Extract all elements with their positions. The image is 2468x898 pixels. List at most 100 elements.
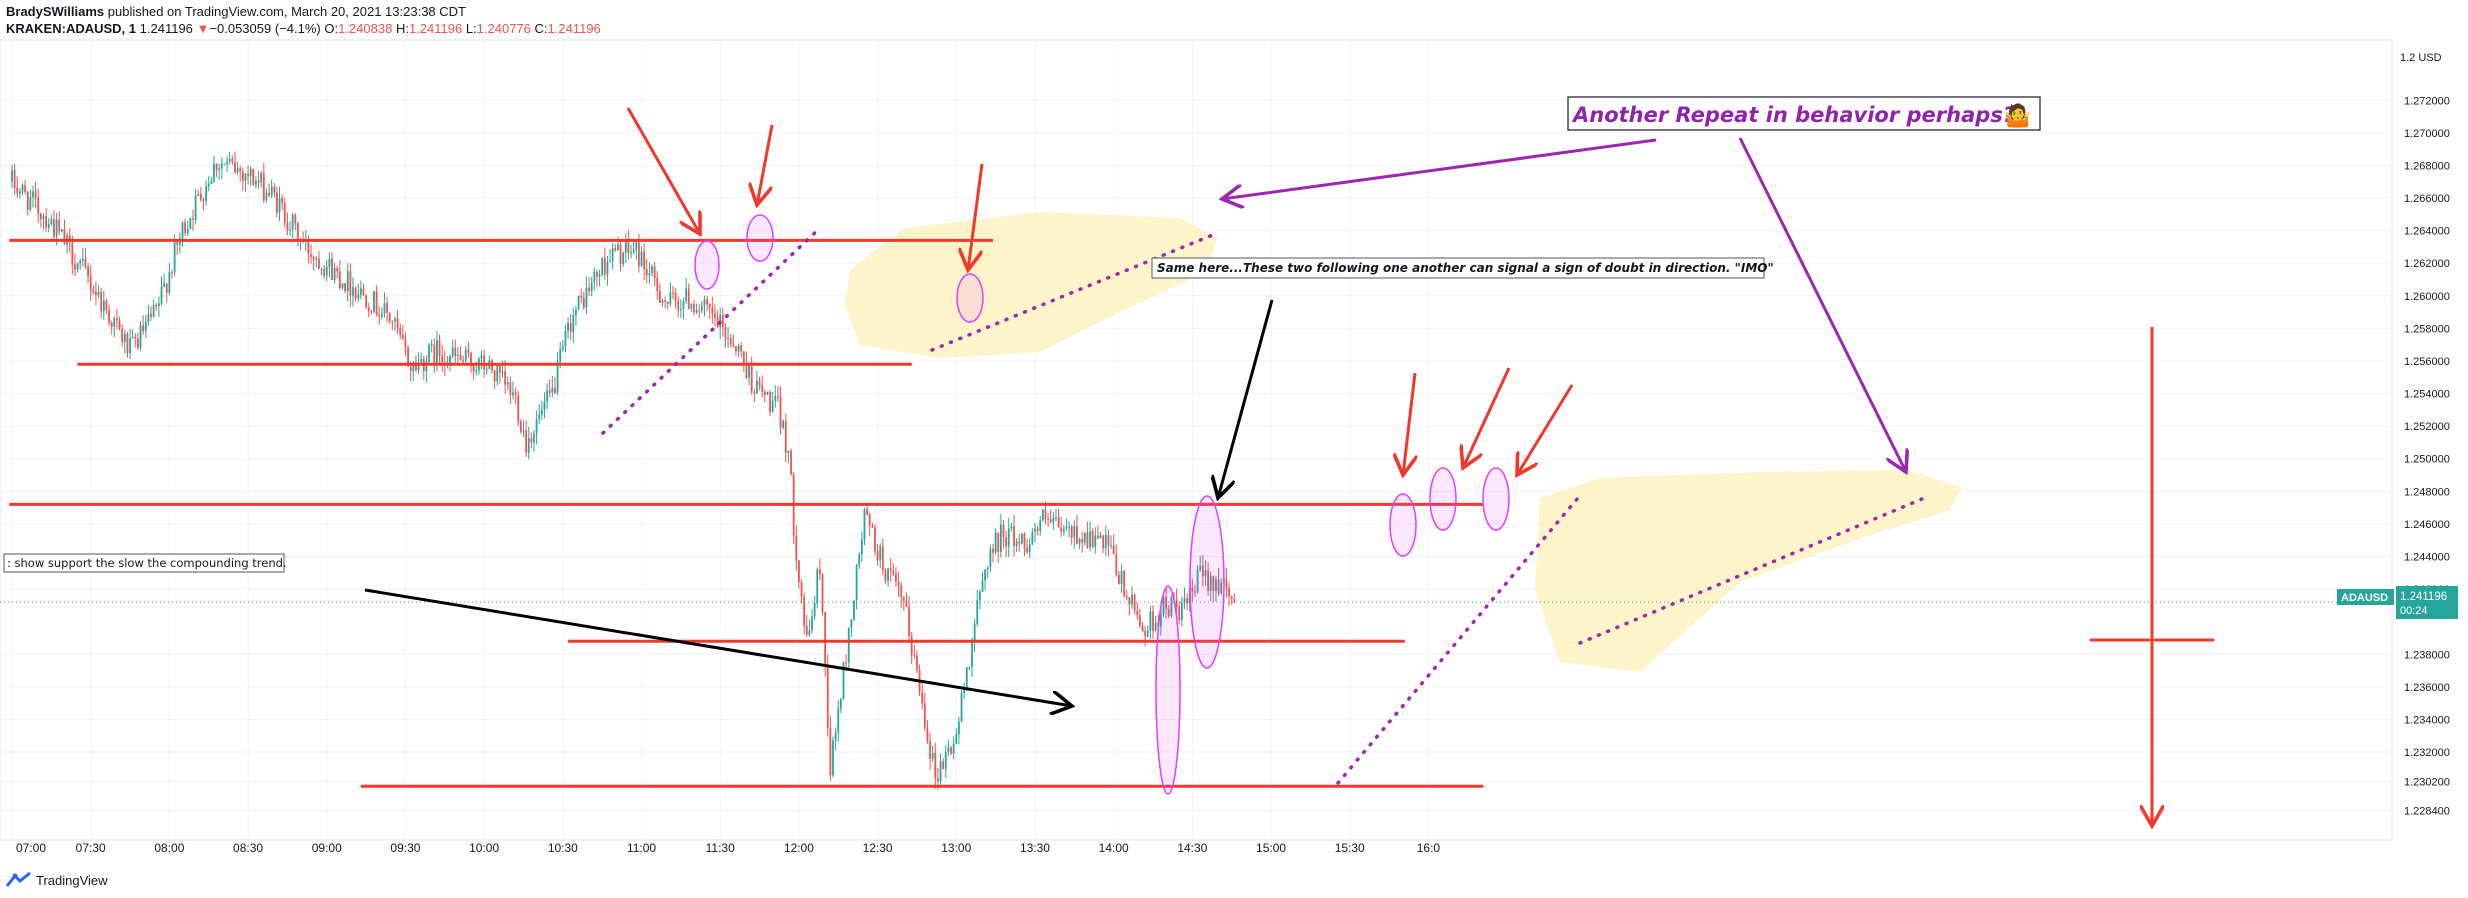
candle-body [569, 323, 572, 333]
candle-body [333, 267, 336, 281]
candle-body [472, 366, 475, 372]
candle-body [658, 290, 661, 303]
candle-body [640, 251, 643, 267]
candle-body [976, 600, 979, 625]
note-same-here[interactable]: Same here...These two following one anot… [1151, 257, 1774, 279]
candle-body [325, 266, 328, 276]
price-axis[interactable]: 1.2 USD 1.272000 1.270000 1.268000 1.266000 1… [2400, 52, 2450, 818]
candle-body [184, 222, 187, 234]
candle-body [564, 330, 567, 347]
candle-body [853, 600, 855, 620]
candle-body [470, 352, 472, 367]
price-tick-label: 1.260000 [2404, 291, 2450, 303]
candle-body [627, 239, 630, 254]
circle-marker [1389, 493, 1417, 557]
candle-body [1141, 625, 1144, 632]
low-value: 1.240776 [476, 21, 531, 36]
candle-body [643, 251, 646, 269]
candle-body [113, 318, 116, 327]
candle-body [559, 349, 562, 362]
candle-body [769, 391, 771, 412]
candle-body [761, 385, 764, 392]
candle-body [1209, 576, 1212, 591]
candle-body [383, 303, 386, 314]
candle-body [750, 364, 753, 392]
candle-body [724, 326, 727, 339]
candle-body [176, 242, 179, 245]
candle-body [958, 721, 960, 735]
candle-body [745, 362, 748, 378]
plot-border [0, 39, 2393, 841]
candle-body [585, 287, 588, 308]
candle-body [986, 567, 989, 570]
candle-body [1023, 533, 1026, 548]
candle-body [1057, 517, 1060, 528]
publisher-line: BradySWilliams published on TradingView.… [6, 4, 466, 19]
candle-body [1005, 537, 1008, 547]
candle-body [205, 186, 208, 202]
arrow-purple [1738, 137, 1906, 472]
candle-body [273, 186, 276, 193]
candle-body [459, 354, 462, 360]
candle-body [239, 168, 242, 172]
time-tick-label: 14:00 [1099, 841, 1129, 855]
candle-body [16, 187, 19, 194]
author-name[interactable]: BradySWilliams [6, 4, 105, 19]
candle-body [512, 392, 514, 396]
candle-body [1047, 518, 1049, 520]
candle-body [357, 294, 360, 299]
candle-body [399, 327, 402, 335]
circle-marker [1155, 585, 1181, 795]
candle-body [1073, 526, 1076, 538]
price-tick-label: 1.234000 [2404, 714, 2450, 726]
candle-body [837, 708, 840, 733]
candle-body [551, 387, 554, 393]
price-tick-label: 1.256000 [2404, 356, 2450, 368]
candle-body [391, 321, 394, 323]
candle-body [913, 654, 916, 656]
candle-body [679, 309, 682, 311]
candle-body [989, 548, 992, 568]
candle-body [137, 338, 139, 348]
arrow-red [1463, 367, 1511, 468]
candle-body [790, 450, 792, 475]
candle-body [231, 158, 234, 162]
candle-body [247, 173, 249, 177]
candle-body [693, 304, 695, 313]
candle-body [341, 283, 344, 288]
candle-body [1123, 570, 1126, 596]
candle-body [535, 419, 538, 434]
candle-body [485, 369, 488, 371]
candle-body [554, 387, 556, 393]
price-tick-label: 1.264000 [2404, 226, 2450, 238]
candle-body [108, 310, 110, 323]
time-tick-label: 07:30 [76, 841, 106, 855]
candle-body [1081, 538, 1084, 543]
candle-body [908, 606, 910, 637]
candle-body [1146, 630, 1149, 637]
arrow-red [1517, 384, 1574, 475]
candle-body [55, 219, 58, 237]
time-axis[interactable]: 07:00 07:30 08:00 08:30 09:00 09:30 10:00 10:30… [16, 841, 1440, 855]
candle-body [1191, 587, 1194, 592]
candle-body [1162, 596, 1165, 615]
candle-body [312, 256, 315, 260]
candle-body [1201, 565, 1204, 577]
candle-body [1131, 594, 1133, 605]
note-left[interactable]: : show support the slow the compounding … [3, 553, 287, 573]
candle-body [394, 318, 396, 322]
candle-body [729, 338, 732, 345]
candle-body [540, 409, 543, 415]
symbol-name[interactable]: KRAKEN:ADAUSD, 1 [6, 21, 137, 36]
candle-body [42, 216, 45, 220]
candle-body [548, 390, 551, 393]
callout-box[interactable]: Another Repeat in behavior perhaps? 🤷 [1567, 96, 2041, 131]
candle-body [331, 258, 333, 281]
candle-body [703, 299, 706, 306]
candle-body [517, 394, 520, 422]
footer-brand[interactable]: TradingView [36, 872, 108, 888]
candle-body [666, 301, 669, 304]
candle-body [596, 271, 598, 277]
candle-body [895, 573, 897, 582]
